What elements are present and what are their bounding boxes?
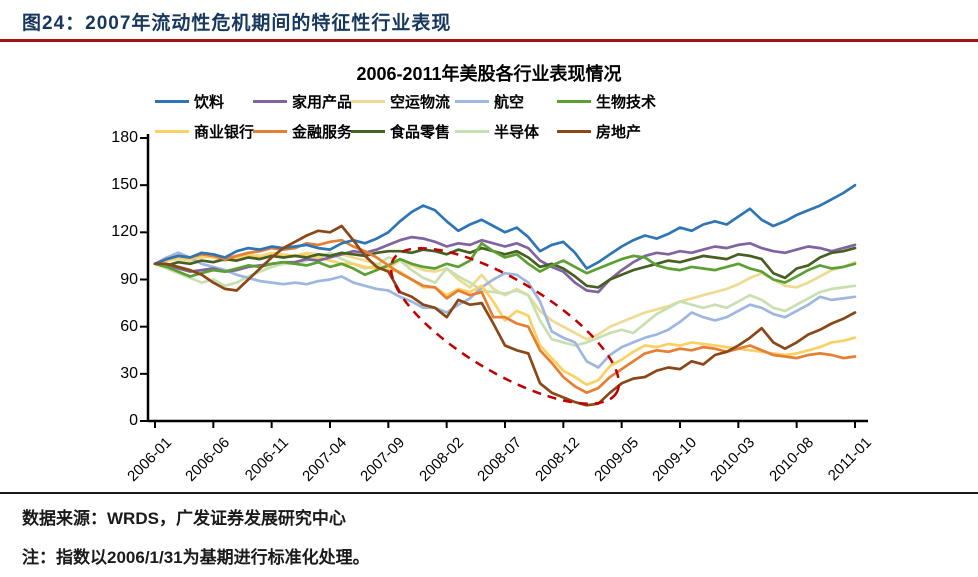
- series-line-air-freight-logistics: [153, 251, 857, 341]
- y-tick-label: 150: [111, 176, 138, 194]
- series-line-real-estate: [153, 224, 857, 407]
- legend-label-airlines: 航空: [494, 93, 525, 111]
- chart-title: 2006-2011年美股各行业表现情况: [356, 64, 622, 84]
- legend-swatch-financial-services: [253, 129, 287, 133]
- legend-label-household-products: 家用产品: [292, 93, 353, 111]
- legend-label-air-freight-logistics: 空运物流: [390, 93, 451, 111]
- series-line-biotechnology: [153, 241, 857, 284]
- legend-swatch-real-estate: [557, 129, 591, 133]
- series-line-beverages: [153, 183, 857, 270]
- legend-item-airlines: 航空: [455, 92, 525, 111]
- legend-item-semiconductors: 半导体: [455, 122, 540, 141]
- series-line-financial-services: [153, 238, 857, 395]
- legend-item-commercial-banks: 商业银行: [155, 122, 255, 141]
- legend-label-biotechnology: 生物技术: [596, 93, 657, 111]
- y-tick-label: 120: [111, 223, 138, 241]
- y-tick-label: 0: [129, 412, 138, 429]
- legend-swatch-food-retail: [351, 129, 385, 133]
- legend-swatch-beverages: [155, 99, 189, 103]
- header-divider: [0, 39, 978, 42]
- legend-label-financial-services: 金融服务: [292, 123, 353, 141]
- legend-swatch-commercial-banks: [155, 129, 189, 133]
- legend-label-semiconductors: 半导体: [494, 123, 540, 141]
- legend-label-real-estate: 房地产: [596, 123, 642, 141]
- data-source-text: 数据来源：WRDS，广发证券发展研究中心: [22, 509, 346, 528]
- legend-label-food-retail: 食品零售: [390, 123, 451, 141]
- footer-divider: [0, 492, 978, 494]
- legend-item-household-products: 家用产品: [253, 92, 353, 111]
- y-tick-label: 90: [120, 270, 138, 288]
- figure-caption: 图24：2007年流动性危机期间的特征性行业表现: [22, 13, 452, 34]
- y-tick-label: 60: [120, 317, 138, 335]
- legend-item-financial-services: 金融服务: [253, 122, 353, 141]
- note-text: 注：指数以2006/1/31为基期进行标准化处理。: [22, 548, 370, 567]
- legend-swatch-biotechnology: [557, 99, 591, 103]
- legend-swatch-household-products: [253, 99, 287, 103]
- series-line-household-products: [153, 235, 857, 294]
- series-line-airlines: [153, 251, 857, 369]
- legend-item-biotechnology: 生物技术: [557, 92, 657, 111]
- y-tick-label: 180: [111, 129, 138, 146]
- legend-item-air-freight-logistics: 空运物流: [351, 92, 451, 111]
- legend-swatch-air-freight-logistics: [351, 99, 385, 103]
- y-tick-label: 30: [120, 364, 138, 382]
- crash-highlight-ellipse: [389, 247, 621, 405]
- legend-item-beverages: 饮料: [155, 92, 225, 111]
- series-line-semiconductors: [153, 251, 857, 347]
- legend-item-food-retail: 食品零售: [351, 122, 451, 141]
- legend-swatch-semiconductors: [455, 129, 489, 133]
- legend-label-commercial-banks: 商业银行: [194, 123, 255, 141]
- legend-item-real-estate: 房地产: [557, 122, 642, 141]
- legend-swatch-airlines: [455, 99, 489, 103]
- legend-label-beverages: 饮料: [194, 93, 225, 111]
